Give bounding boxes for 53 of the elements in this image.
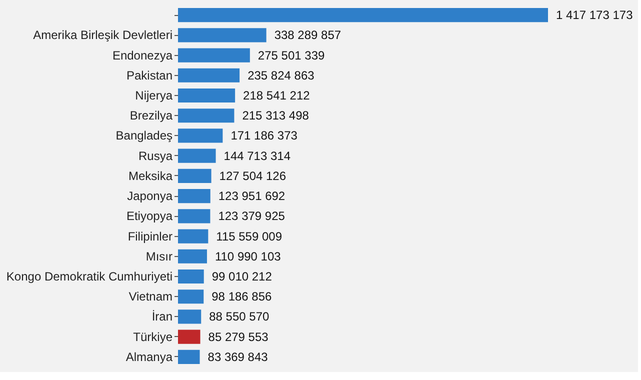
data-label: 1 417 173 173 [556, 8, 634, 22]
y-tick-label: Almanya [126, 350, 173, 364]
y-tick-label: Etiyopya [126, 209, 173, 224]
data-label: 85 279 553 [208, 330, 269, 344]
bar [178, 350, 200, 364]
y-tick-label: İran [152, 310, 172, 324]
data-label: 115 559 009 [216, 229, 282, 244]
data-label: 218 541 212 [243, 88, 310, 102]
data-label: 83 369 843 [208, 350, 268, 364]
data-label: 171 186 373 [230, 128, 298, 143]
bar [178, 249, 207, 264]
y-tick-label: Bangladeş [116, 128, 172, 143]
y-tick-label: Mısır [146, 249, 172, 264]
y-tick-label: Kongo Demokratik Cumhuriyeti [6, 270, 172, 284]
y-tick-label: Pakistan [126, 68, 172, 82]
y-tick-label: Endonezya [112, 48, 173, 62]
bar [178, 108, 234, 123]
bar [178, 290, 204, 304]
bar [178, 48, 250, 62]
data-label: 127 504 126 [219, 168, 286, 183]
data-label: 123 379 925 [218, 209, 286, 224]
bar [178, 269, 204, 284]
bar [178, 128, 223, 143]
bar [178, 148, 216, 163]
data-label: 215 313 498 [242, 108, 310, 123]
data-label: 88 550 570 [209, 310, 270, 324]
data-label: 123 951 692 [218, 189, 286, 204]
bar [178, 229, 208, 244]
bar [178, 189, 210, 204]
bar [178, 310, 202, 324]
bar [178, 209, 210, 224]
y-tick-label: Meksika [128, 168, 173, 183]
data-label: 338 289 857 [274, 28, 342, 42]
bar [178, 68, 240, 82]
y-tick-label: Nijerya [135, 88, 173, 102]
bar [178, 28, 266, 42]
bar [178, 330, 200, 344]
data-label: 98 186 856 [212, 290, 272, 304]
y-tick-label: Rusya [138, 148, 173, 163]
data-label: 144 713 314 [224, 148, 291, 163]
y-tick-label: Vietnam [128, 290, 172, 304]
y-tick-label: Filipinler [128, 229, 172, 244]
y-tick-label: Türkiye [133, 330, 173, 344]
data-label: 99 010 212 [212, 270, 272, 284]
bar [178, 168, 212, 183]
data-label: 235 824 863 [248, 68, 315, 82]
bar [178, 88, 236, 103]
data-label: 110 990 103 [214, 249, 282, 264]
y-tick-label: Brezilya [130, 108, 173, 123]
y-tick-label: Japonya [127, 189, 173, 204]
y-tick-label: Amerika Birleşik Devletleri [33, 28, 172, 42]
data-label: 275 501 339 [258, 48, 325, 62]
bar [178, 8, 548, 22]
